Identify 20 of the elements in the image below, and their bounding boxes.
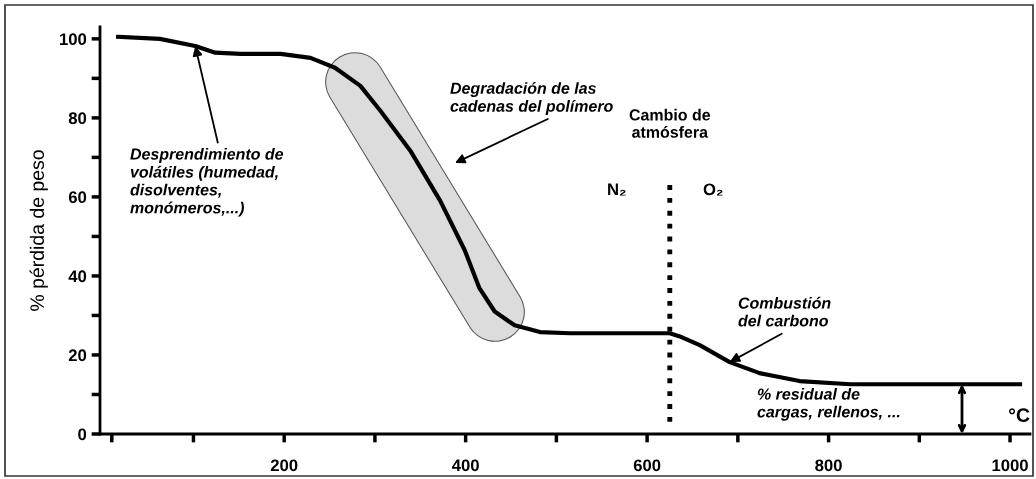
y-tick-label: 60 [68,191,87,204]
annotation: N₂ [608,183,626,196]
x-tick-label: 600 [633,459,661,472]
y-tick-label: 100 [60,33,87,46]
x-tick-label: 1000 [992,459,1028,472]
y-tick-label: 40 [68,270,87,283]
x-tick-label: 800 [815,459,842,472]
x-tick-label: 200 [270,459,298,472]
annotation: O₂ [703,183,723,196]
x-tick-label: 400 [452,459,479,472]
y-axis-title: % pérdida de peso [29,150,48,311]
annotation: Desprendimiento de volátiles (humedad, disolventes, monómeros,...) [130,148,284,217]
annotation: % residual de cargas, rellenos, ... [757,388,900,421]
annotation: Combustión del carbono [738,296,831,327]
y-tick-label: 80 [68,112,87,125]
y-tick-label: 20 [68,349,87,362]
annotation: Degradación de las cadenas del polímero [450,82,613,115]
y-tick-label: 0 [78,428,87,441]
x-axis-title: °C [1009,408,1030,423]
ref-line-label: Cambio de atmósfera [629,108,711,138]
